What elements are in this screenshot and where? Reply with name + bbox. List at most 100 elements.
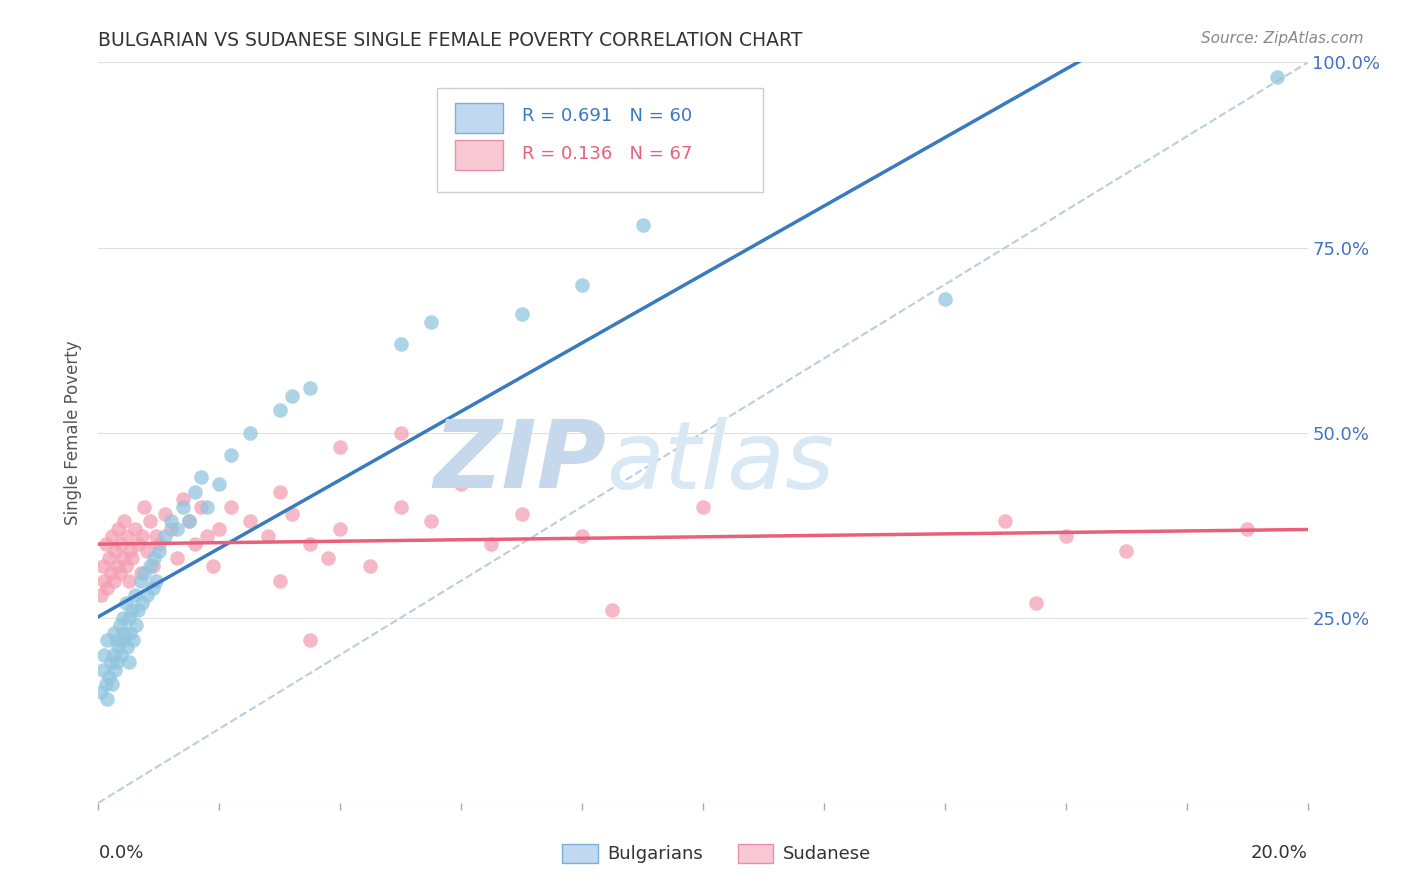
Point <box>127 536 149 550</box>
Text: Source: ZipAtlas.com: Source: ZipAtlas.com <box>1201 31 1364 46</box>
Point <box>172 500 194 514</box>
Point <box>148 544 170 558</box>
Point <box>934 293 956 307</box>
Point <box>195 529 218 543</box>
Point <box>93 574 115 588</box>
Point <box>179 515 201 529</box>
Point <box>98 670 121 684</box>
Point <box>131 596 153 610</box>
Point <box>107 522 129 536</box>
Point <box>166 522 188 536</box>
FancyBboxPatch shape <box>456 140 503 169</box>
Point <box>132 566 155 581</box>
Point <box>281 507 304 521</box>
Point <box>692 500 714 514</box>
Point <box>114 596 136 610</box>
Point <box>94 536 117 550</box>
Point <box>299 632 322 647</box>
Point <box>481 536 503 550</box>
Point <box>108 618 131 632</box>
Point <box>389 500 412 514</box>
Point <box>104 663 127 677</box>
Point <box>118 610 141 624</box>
Text: Sudanese: Sudanese <box>783 845 872 863</box>
Point <box>153 529 176 543</box>
Point <box>100 677 122 691</box>
Point <box>184 484 207 499</box>
Point <box>145 574 167 588</box>
Text: Bulgarians: Bulgarians <box>607 845 703 863</box>
Point <box>148 536 170 550</box>
Point <box>110 536 132 550</box>
Point <box>571 529 593 543</box>
Point <box>129 574 152 588</box>
Point <box>107 640 129 655</box>
Point <box>122 632 145 647</box>
Point <box>135 589 157 603</box>
Point <box>108 566 131 581</box>
Point <box>118 544 141 558</box>
FancyBboxPatch shape <box>456 103 503 133</box>
Point <box>118 655 141 669</box>
Text: R = 0.691   N = 60: R = 0.691 N = 60 <box>522 108 692 126</box>
Point <box>221 448 243 462</box>
Point <box>103 574 125 588</box>
Point <box>131 529 153 543</box>
Point <box>132 500 155 514</box>
Point <box>420 314 443 328</box>
Point <box>139 515 162 529</box>
Text: BULGARIAN VS SUDANESE SINGLE FEMALE POVERTY CORRELATION CHART: BULGARIAN VS SUDANESE SINGLE FEMALE POVE… <box>98 31 803 50</box>
Point <box>208 477 231 491</box>
Point <box>118 625 141 640</box>
Point <box>994 515 1017 529</box>
Text: 20.0%: 20.0% <box>1251 844 1308 862</box>
Point <box>124 522 146 536</box>
Point <box>117 529 139 543</box>
Point <box>172 492 194 507</box>
Text: ZIP: ZIP <box>433 417 606 508</box>
Point <box>110 648 132 662</box>
Point <box>124 589 146 603</box>
Point <box>281 388 304 402</box>
Point <box>160 522 183 536</box>
Point <box>90 589 112 603</box>
Point <box>105 558 128 573</box>
Point <box>1115 544 1137 558</box>
Point <box>1024 596 1046 610</box>
Point <box>256 529 278 543</box>
Point <box>117 640 139 655</box>
Point <box>1236 522 1258 536</box>
Point <box>105 632 128 647</box>
Point <box>1054 529 1077 543</box>
Point <box>571 277 593 292</box>
Point <box>239 425 262 440</box>
Point <box>112 515 135 529</box>
Point <box>269 574 291 588</box>
Point <box>239 515 262 529</box>
Point <box>510 307 533 321</box>
Point <box>179 515 201 529</box>
Point <box>127 603 149 617</box>
Point <box>184 536 207 550</box>
Point <box>121 603 143 617</box>
Point <box>190 500 212 514</box>
Point <box>100 655 122 669</box>
Point <box>316 551 339 566</box>
Point <box>105 655 128 669</box>
Point <box>202 558 225 573</box>
Point <box>111 632 134 647</box>
Point <box>269 484 291 499</box>
Point <box>142 581 165 595</box>
Y-axis label: Single Female Poverty: Single Female Poverty <box>65 341 83 524</box>
Point <box>91 558 114 573</box>
Point <box>420 515 443 529</box>
FancyBboxPatch shape <box>437 88 763 192</box>
Point <box>389 336 412 351</box>
Text: 0.0%: 0.0% <box>98 844 143 862</box>
Point <box>96 632 118 647</box>
Point <box>510 507 533 521</box>
Point <box>602 603 624 617</box>
Point <box>121 551 143 566</box>
Point <box>143 551 166 566</box>
Point <box>166 551 188 566</box>
